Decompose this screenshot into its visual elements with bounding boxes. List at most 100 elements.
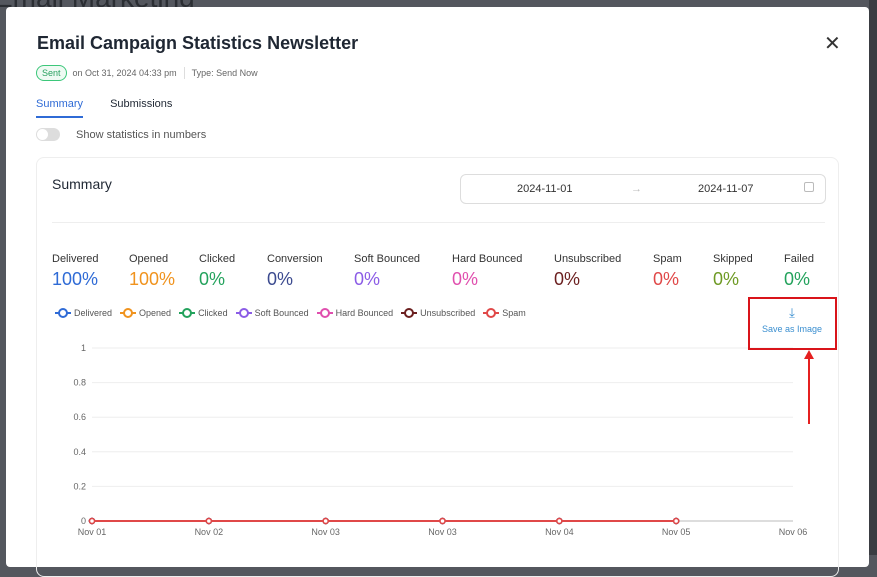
stat-hard-bounced: Hard Bounced 0% xyxy=(452,253,522,290)
stat-label: Delivered xyxy=(52,253,99,265)
stat-label: Unsubscribed xyxy=(554,253,622,265)
legend-marker-icon xyxy=(483,308,500,318)
stat-delivered: Delivered 100% xyxy=(52,253,98,290)
calendar-icon xyxy=(804,182,814,192)
y-tick-label: 0.6 xyxy=(73,412,86,422)
y-tick-label: 1 xyxy=(81,343,86,353)
data-point[interactable] xyxy=(556,517,563,525)
stat-value: 0% xyxy=(354,269,381,289)
show-numbers-toggle[interactable] xyxy=(36,128,60,141)
stat-label: Clicked xyxy=(199,253,236,265)
x-tick-label: Nov 03 xyxy=(428,527,457,537)
background-edge xyxy=(869,0,877,555)
data-point[interactable] xyxy=(88,517,96,525)
start-date[interactable]: 2024-11-01 xyxy=(517,183,573,195)
save-label: Save as Image xyxy=(761,324,823,334)
x-tick-label: Nov 06 xyxy=(779,527,808,537)
x-tick-label: Nov 05 xyxy=(662,527,691,537)
modal-title: Email Campaign Statistics Newsletter xyxy=(37,33,359,53)
legend-item[interactable]: Spam xyxy=(483,308,526,318)
stat-value: 0% xyxy=(452,269,479,289)
campaign-meta: Sent on Oct 31, 2024 04:33 pm Type: Send… xyxy=(36,65,258,81)
stat-label: Hard Bounced xyxy=(452,253,523,265)
legend-item[interactable]: Soft Bounced xyxy=(235,308,309,318)
stat-value: 0% xyxy=(199,269,226,289)
stat-unsubscribed: Unsubscribed 0% xyxy=(554,253,621,290)
highlight-box xyxy=(748,297,837,350)
data-point[interactable] xyxy=(672,517,680,525)
stat-value: 100% xyxy=(52,269,99,289)
legend-label: Opened xyxy=(139,308,172,318)
stat-label: Spam xyxy=(653,253,682,265)
stat-opened: Opened 100% xyxy=(129,253,175,290)
stat-skipped: Skipped 0% xyxy=(713,253,753,290)
legend-label: Spam xyxy=(502,308,526,318)
arrow-right-icon: → xyxy=(631,183,642,195)
legend-item[interactable]: Opened xyxy=(120,308,171,318)
x-tick-label: Nov 03 xyxy=(311,527,340,537)
stat-conversion: Conversion 0% xyxy=(267,253,323,290)
tab-summary[interactable]: Summary xyxy=(36,98,84,118)
data-point[interactable] xyxy=(439,517,446,525)
legend-item[interactable]: Clicked xyxy=(179,308,228,318)
summary-card: Summary 2024-11-01 → 2024-11-07 Delivere… xyxy=(36,157,839,577)
stat-label: Failed xyxy=(784,253,814,265)
campaign-stats-modal: Email Campaign Statistics Newsletter ✕ S… xyxy=(6,7,869,577)
stats-toggle-row: Show statistics in numbers xyxy=(36,128,206,141)
stat-value: 0% xyxy=(554,269,581,289)
legend-marker-icon xyxy=(235,308,252,318)
legend-marker-icon xyxy=(316,308,333,318)
x-tick-label: Nov 01 xyxy=(78,527,107,537)
y-tick-label: 0.8 xyxy=(73,378,86,388)
legend-label: Delivered xyxy=(74,308,113,318)
legend-marker-icon xyxy=(55,308,71,318)
y-tick-label: 0 xyxy=(81,516,86,526)
x-tick-label: Nov 04 xyxy=(545,527,574,537)
legend-label: Clicked xyxy=(198,308,228,318)
close-icon[interactable]: ✕ xyxy=(824,33,841,55)
status-badge: Sent xyxy=(36,65,67,81)
legend-marker-icon xyxy=(401,308,418,318)
save-as-image-button[interactable]: ⤓ Save as Image xyxy=(750,305,834,334)
stat-clicked: Clicked 0% xyxy=(199,253,235,290)
legend-marker-icon xyxy=(120,308,137,318)
stat-spam: Spam 0% xyxy=(653,253,682,290)
sent-date: on Oct 31, 2024 04:33 pm xyxy=(72,68,177,78)
stat-value: 0% xyxy=(784,269,811,289)
send-type: Type: Send Now xyxy=(191,68,258,78)
stat-value: 100% xyxy=(129,269,176,289)
stat-value: 0% xyxy=(267,269,294,289)
legend-item[interactable]: Delivered xyxy=(55,308,112,318)
tab-submissions[interactable]: Submissions xyxy=(110,98,173,110)
legend-label: Unsubscribed xyxy=(420,308,476,318)
legend-item[interactable]: Hard Bounced xyxy=(316,308,394,318)
summary-title: Summary xyxy=(52,176,112,192)
legend-label: Hard Bounced xyxy=(335,308,394,318)
download-icon: ⤓ xyxy=(789,305,795,320)
end-date[interactable]: 2024-11-07 xyxy=(698,183,754,195)
stat-label: Soft Bounced xyxy=(354,253,421,265)
line-chart: 0 0.2 0.4 0.6 0.8 1 Nov 01 Nov 02 Nov 03 Nov 03 No… xyxy=(73,343,808,537)
divider xyxy=(183,67,185,79)
toggle-label: Show statistics in numbers xyxy=(76,128,207,141)
date-range-picker[interactable]: 2024-11-01 → 2024-11-07 xyxy=(460,174,826,204)
stat-failed: Failed 0% xyxy=(784,253,814,290)
divider xyxy=(52,222,825,223)
stat-value: 0% xyxy=(653,269,680,289)
annotation-arrow xyxy=(804,350,814,424)
stat-label: Opened xyxy=(129,253,169,265)
x-tick-label: Nov 02 xyxy=(195,527,224,537)
legend-marker-icon xyxy=(179,308,196,318)
legend-label: Soft Bounced xyxy=(254,308,309,318)
stat-value: 0% xyxy=(713,269,740,289)
stat-soft-bounced: Soft Bounced 0% xyxy=(354,253,420,290)
stat-label: Skipped xyxy=(713,253,753,265)
y-tick-label: 0.4 xyxy=(73,447,86,457)
data-point[interactable] xyxy=(205,517,213,525)
chart-legend: Delivered Opened Clicked Soft Bounced Hard B… xyxy=(55,308,526,318)
stat-label: Conversion xyxy=(267,253,323,265)
legend-item[interactable]: Unsubscribed xyxy=(401,308,475,318)
data-point[interactable] xyxy=(322,517,329,525)
tabs: Summary Submissions xyxy=(36,98,172,118)
y-tick-label: 0.2 xyxy=(73,481,86,491)
